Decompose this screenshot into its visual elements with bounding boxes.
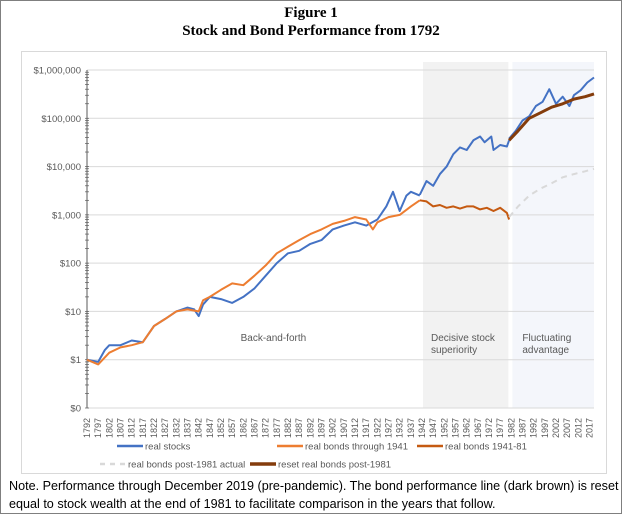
legend-label: real stocks — [145, 442, 191, 453]
x-tick-label: 1957 — [451, 418, 461, 438]
legend-label: real bonds 1941-81 — [445, 442, 527, 453]
x-tick-label: 1997 — [540, 418, 550, 438]
region-label: Fluctuating — [522, 333, 571, 344]
x-tick-label: 1842 — [194, 418, 204, 438]
legend-label: real bonds through 1941 — [305, 442, 408, 453]
x-tick-label: 1932 — [395, 418, 405, 438]
y-tick-label: $1,000 — [52, 210, 81, 221]
region-label: advantage — [522, 345, 569, 356]
x-tick-label: 1952 — [439, 418, 449, 438]
x-tick-label: 1977 — [495, 418, 505, 438]
x-tick-label: 1822 — [149, 418, 159, 438]
y-tick-label: $100,000 — [41, 114, 81, 125]
x-tick-label: 1967 — [473, 418, 483, 438]
x-tick-label: 1982 — [506, 418, 516, 438]
x-tick-label: 1797 — [93, 418, 103, 438]
x-tick-label: 1897 — [317, 418, 327, 438]
region-label: Back-and-forth — [241, 333, 307, 344]
x-tick-label: 1802 — [104, 418, 114, 438]
x-tick-label: 1832 — [171, 418, 181, 438]
x-tick-label: 1902 — [328, 418, 338, 438]
x-tick-label: 1807 — [116, 418, 126, 438]
y-tick-label: $1,000,000 — [33, 66, 81, 77]
x-tick-label: 1947 — [428, 418, 438, 438]
x-tick-label: 1862 — [238, 418, 248, 438]
x-tick-label: 2017 — [585, 418, 595, 438]
series-line — [508, 92, 595, 142]
x-tick-label: 1837 — [183, 418, 193, 438]
region-label: superiority — [431, 345, 477, 356]
region-separator — [419, 62, 424, 412]
y-tick-label: $1 — [70, 355, 81, 366]
y-tick-label: $10 — [65, 307, 81, 318]
x-tick-label: 1872 — [261, 418, 271, 438]
region-label: Decisive stock — [431, 333, 496, 344]
x-tick-label: 1847 — [205, 418, 215, 438]
series-line — [418, 135, 511, 196]
x-tick-label: 2007 — [562, 418, 572, 438]
x-tick-label: 1882 — [283, 418, 293, 438]
x-tick-label: 1892 — [305, 418, 315, 438]
x-tick-label: 1857 — [227, 418, 237, 438]
x-tick-label: 1942 — [417, 418, 427, 438]
x-tick-label: 1962 — [462, 418, 472, 438]
legend-label: reset real bonds post-1981 — [278, 460, 391, 471]
x-tick-label: 1927 — [384, 418, 394, 438]
x-tick-label: 1887 — [294, 418, 304, 438]
series-line — [508, 167, 595, 218]
chart-area: Back-and-forth Decisive stock superiority F… — [21, 51, 607, 474]
x-tick-label: 1922 — [372, 418, 382, 438]
series-line — [508, 76, 595, 140]
x-tick-label: 1867 — [250, 418, 260, 438]
region-band — [421, 62, 511, 408]
y-tick-label: $100 — [60, 259, 81, 270]
x-tick-label: 1987 — [518, 418, 528, 438]
series-line — [86, 199, 421, 366]
x-tick-label: 1877 — [272, 418, 282, 438]
x-tick-label: 1972 — [484, 418, 494, 438]
x-tick-label: 1992 — [529, 418, 539, 438]
x-tick-label: 1907 — [339, 418, 349, 438]
series-line — [419, 199, 511, 220]
x-tick-label: 1852 — [216, 418, 226, 438]
figure-label: Figure 1 — [284, 5, 338, 21]
x-tick-label: 1917 — [361, 418, 371, 438]
figure-note: Note. Performance through December 2019 … — [9, 479, 619, 511]
x-tick-label: 1817 — [138, 418, 148, 438]
x-tick-label: 1827 — [160, 418, 170, 438]
x-tick-label: 1912 — [350, 418, 360, 438]
figure-title: Stock and Bond Performance from 1792 — [182, 23, 440, 39]
x-tick-label: 2012 — [573, 418, 583, 438]
x-tick-label: 1792 — [82, 418, 92, 438]
x-tick-label: 1937 — [406, 418, 416, 438]
region-band — [510, 62, 594, 408]
x-tick-label: 2002 — [551, 418, 561, 438]
y-tick-label: $10,000 — [47, 162, 81, 173]
x-tick-label: 1812 — [127, 418, 137, 438]
region-separator — [508, 62, 513, 412]
legend-label: real bonds post-1981 actual — [128, 460, 245, 471]
y-tick-label: $0 — [70, 404, 81, 415]
